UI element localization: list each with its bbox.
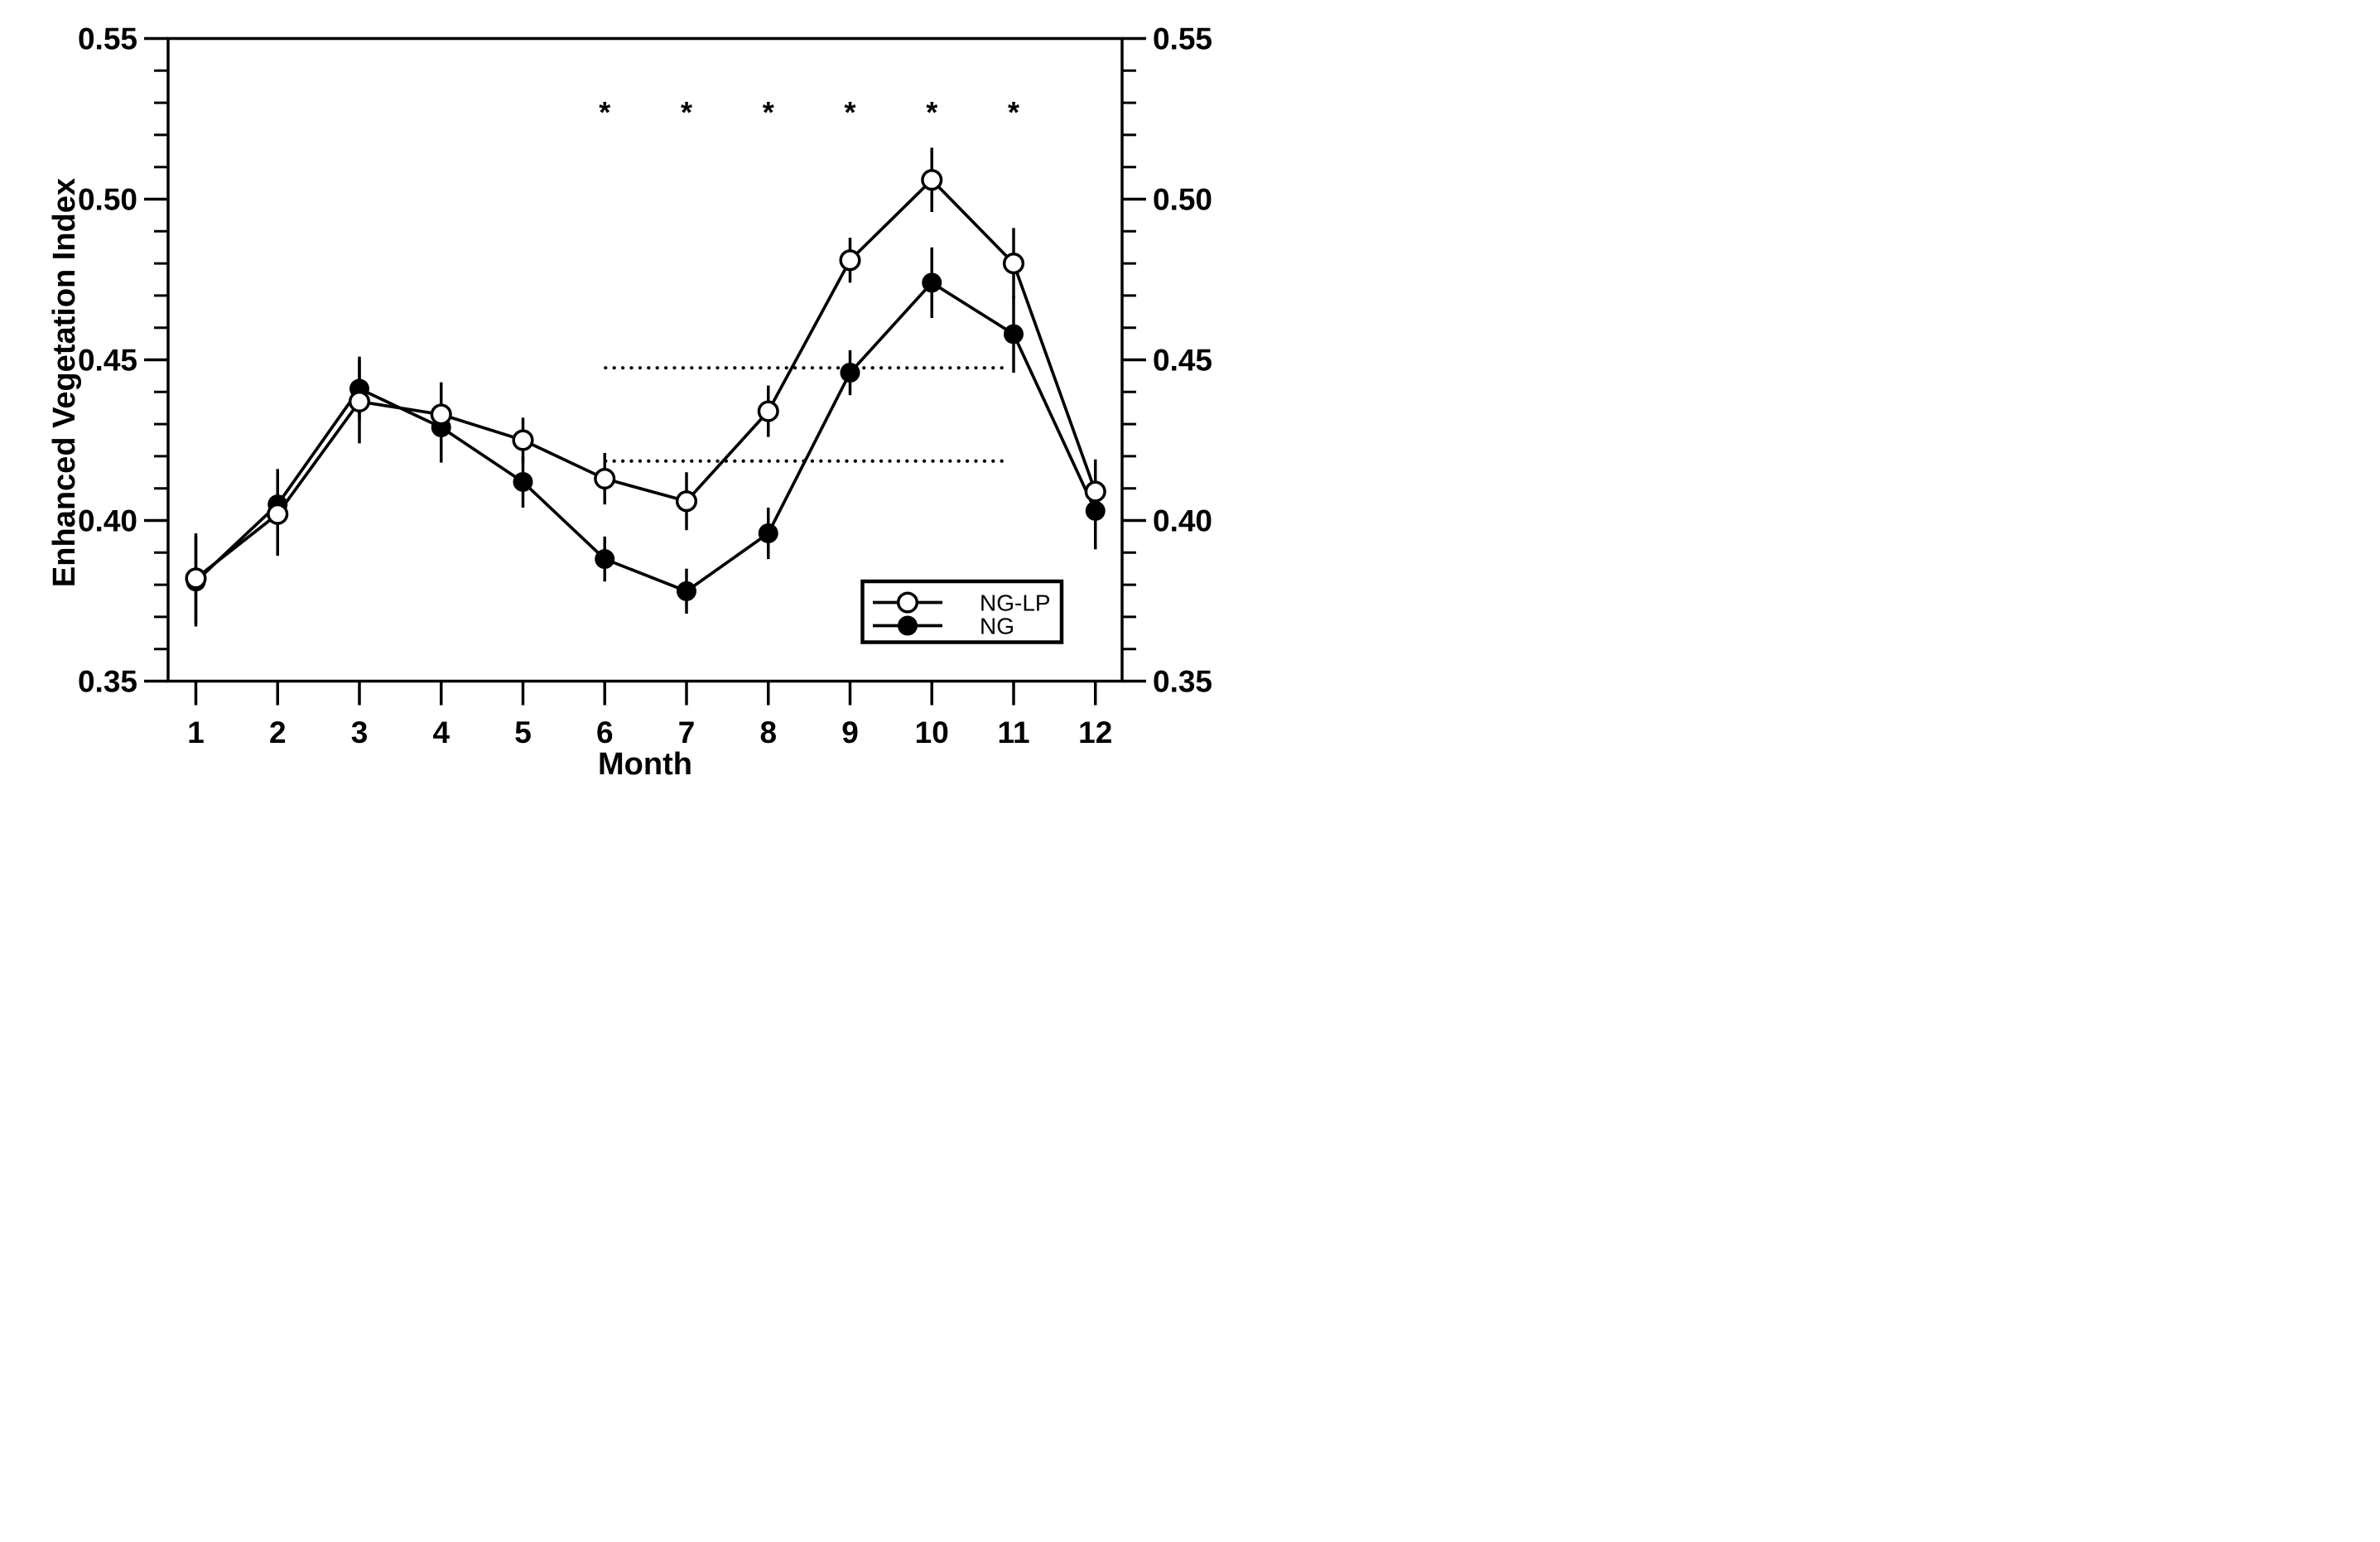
x-tick-label: 7 (678, 716, 696, 749)
y-axis-right: 0.35 0.40 0.45 0.50 0.55 (1122, 22, 1212, 698)
data-point-ng-month-5 (513, 471, 533, 492)
evi-chart-figure: 0.35 0.40 0.45 0.50 0.55 0.35 0.40 0.45 0.50 0.5… (33, 13, 1223, 784)
data-point-ng-month-11 (1004, 324, 1024, 345)
data-point-ng-month-12 (1085, 500, 1106, 521)
x-tick-label: 6 (596, 716, 614, 749)
x-tick-label: 12 (1078, 716, 1112, 749)
y-tick-label: 0.50 (78, 182, 137, 216)
data-point-ng-lp-month-6 (594, 468, 616, 490)
y-tick-label: 0.35 (1153, 664, 1212, 698)
series-line-ng (195, 280, 1097, 593)
data-point-ng-month-10 (922, 272, 942, 293)
x-tick-label: 5 (514, 716, 532, 749)
y-tick-label: 0.40 (78, 504, 137, 537)
legend-box (860, 579, 1064, 644)
y-tick-label: 0.40 (1153, 504, 1212, 537)
x-tick-label: 11 (997, 716, 1029, 749)
evi-line-chart: 0.35 0.40 0.45 0.50 0.55 0.35 0.40 0.45 0.50 0.5… (47, 22, 1212, 782)
data-point-ng-lp-month-11 (1002, 253, 1025, 275)
x-tick-label: 4 (432, 716, 450, 749)
data-point-ng-month-8 (758, 523, 778, 544)
data-point-ng-month-6 (595, 549, 615, 570)
legend-label-ng: NG (980, 613, 1014, 638)
y-tick-label: 0.45 (78, 343, 137, 377)
series-line-ng-lp (195, 177, 1097, 580)
data-point-ng-lp-month-10 (921, 169, 943, 191)
data-point-ng-lp-month-1 (185, 567, 207, 590)
y-axis-left: 0.35 0.40 0.45 0.50 0.55 (78, 22, 168, 698)
legend-label-ng-lp: NG-LP (980, 590, 1051, 615)
data-point-ng-month-7 (677, 581, 696, 601)
x-tick-label: 10 (915, 716, 949, 749)
x-tick-label: 2 (269, 716, 287, 749)
x-tick-label: 3 (351, 716, 369, 749)
y-tick-label: 0.55 (78, 22, 137, 55)
x-tick-label: 8 (759, 716, 777, 749)
data-point-ng-month-9 (840, 363, 860, 383)
data-point-ng-lp-month-2 (267, 503, 289, 525)
significance-asterisk: * (1008, 95, 1019, 129)
x-tick-label: 9 (841, 716, 859, 749)
y-tick-label: 0.45 (1153, 343, 1212, 377)
x-tick-label: 1 (187, 716, 205, 749)
data-point-ng-lp-month-9 (839, 249, 861, 272)
series-ng-lp (185, 169, 1106, 590)
x-axis: 1 2 3 4 5 6 7 8 9 10 11 12 (187, 681, 1112, 749)
significance-asterisk: * (599, 95, 610, 129)
data-point-ng-lp-month-7 (675, 490, 698, 513)
y-tick-label: 0.35 (78, 664, 137, 698)
significance-asterisk: * (844, 95, 855, 129)
reference-dotted-lines (604, 366, 1013, 463)
data-point-ng-lp-month-5 (512, 429, 534, 451)
data-point-ng-lp-month-4 (430, 403, 452, 426)
axis-titles: Month Enhanced Vegetation Index (47, 178, 692, 782)
y-tick-label: 0.50 (1153, 182, 1212, 216)
data-point-ng-lp-month-8 (757, 400, 779, 422)
significance-markers: * * * * * * (599, 95, 1019, 129)
x-axis-title: Month (598, 747, 692, 782)
data-point-ng-lp-month-3 (348, 390, 371, 412)
y-axis-title: Enhanced Vegetation Index (47, 178, 82, 587)
significance-asterisk: * (926, 95, 937, 129)
data-point-ng-lp-month-12 (1084, 480, 1106, 503)
legend-marker-ng-lp (896, 591, 919, 614)
significance-asterisk: * (763, 95, 774, 129)
legend-marker-ng (898, 615, 918, 636)
significance-asterisk: * (681, 95, 692, 129)
y-tick-label: 0.55 (1153, 22, 1212, 55)
